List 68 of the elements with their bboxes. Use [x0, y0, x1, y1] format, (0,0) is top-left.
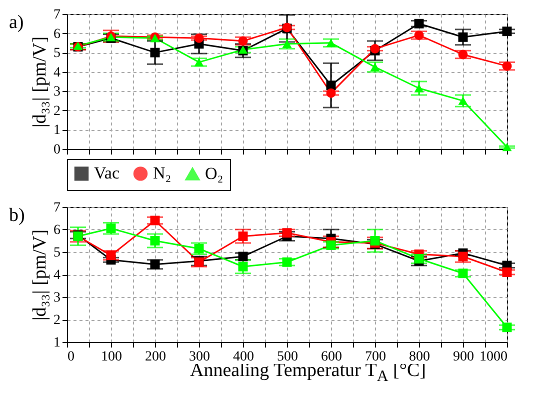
x-tick-label: 700: [365, 350, 386, 364]
point: [414, 30, 424, 40]
point: [238, 252, 248, 262]
point: [150, 236, 160, 246]
y-tick-label: 5: [54, 46, 60, 62]
y-tick-label: 4: [54, 268, 60, 283]
point: [194, 33, 204, 43]
point: [238, 36, 248, 46]
y-tick-label: 0: [54, 142, 60, 158]
x-tick-label: 200: [145, 350, 166, 364]
point: [150, 216, 160, 226]
y-tick-label: 1: [54, 336, 60, 350]
point: [282, 40, 292, 48]
y-tick-label: 2: [54, 104, 60, 119]
point: [458, 96, 468, 105]
point: [194, 244, 204, 254]
point: [282, 257, 292, 267]
x-tick-label: 600: [321, 350, 342, 364]
point: [238, 232, 248, 241]
x-tick-label: 300: [189, 350, 210, 364]
point: [326, 240, 336, 250]
y-tick-label: 5: [54, 246, 60, 260]
point: [106, 250, 116, 260]
x-tick-label: 800: [409, 350, 430, 364]
y-tick-label: 6: [54, 26, 60, 42]
point: [106, 224, 116, 234]
y-tick-label: 6: [54, 223, 60, 238]
point: [458, 268, 468, 278]
point: [282, 228, 292, 238]
y-axis-title: |d₃₃| [pm/V]: [30, 229, 50, 321]
y-tick-label: 3: [54, 84, 60, 100]
point: [458, 50, 468, 60]
y-tick-label: 7: [54, 8, 60, 22]
x-tick-label: 900: [453, 350, 474, 364]
point: [414, 18, 424, 28]
x-tick-label: 500: [277, 350, 298, 364]
point: [370, 62, 380, 72]
point: [502, 61, 512, 71]
point: [326, 88, 336, 98]
y-axis-title: |d₃₃| [pm/V]: [30, 36, 50, 128]
x-tick-label: 0: [68, 350, 74, 364]
point: [458, 252, 468, 262]
point: [414, 84, 424, 92]
point: [502, 142, 512, 152]
point: [194, 58, 204, 66]
x-tick-label: 1000: [480, 350, 508, 364]
y-tick-label: 3: [54, 290, 60, 306]
point: [502, 322, 512, 332]
y-tick-label: 2: [54, 313, 60, 328]
point: [414, 254, 424, 264]
point: [458, 32, 468, 42]
y-tick-label: 7: [54, 200, 60, 216]
legend-label: O₂: [205, 164, 224, 184]
legend-label: N₂: [153, 164, 172, 183]
point: [238, 262, 248, 272]
point: [502, 268, 512, 277]
point: [502, 26, 512, 36]
point: [150, 48, 160, 58]
point: [326, 38, 336, 48]
y-tick-label: 1: [54, 123, 60, 138]
legend-label: Vac: [94, 164, 120, 183]
x-tick-label: 100: [101, 350, 122, 364]
text: b): [9, 205, 25, 226]
point: [370, 236, 380, 246]
point: [150, 260, 160, 270]
text: a): [9, 12, 24, 33]
x-tick-label: 400: [233, 350, 254, 364]
y-tick-label: 4: [54, 65, 60, 80]
